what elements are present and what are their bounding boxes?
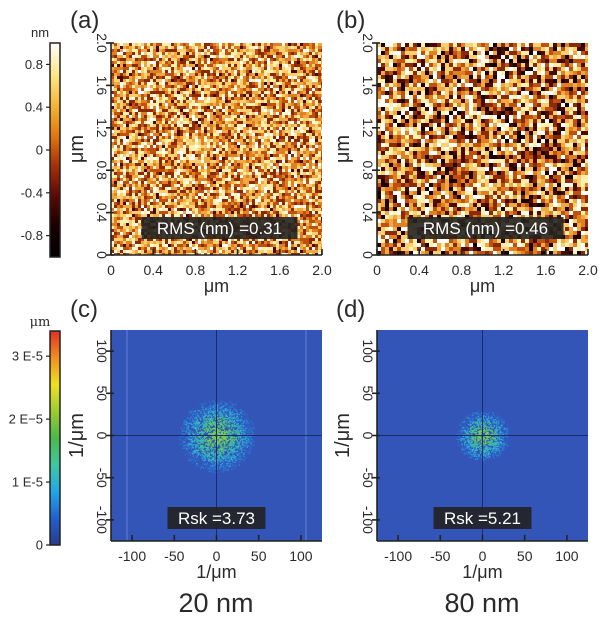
annotation-text: Rsk =3.73 (178, 509, 255, 528)
x-tick-label: 0 (479, 548, 487, 564)
x-tick-label: 2.0 (312, 262, 332, 278)
colorbar-power-bar (49, 330, 61, 546)
annotation-text: RMS (nm) =0.31 (157, 219, 282, 238)
y-tick-label: 0.4 (94, 203, 110, 223)
y-tick-label: -50 (360, 468, 376, 488)
x-tick-label: -100 (118, 548, 146, 564)
panel-a: (a) 0 0.4 0.8 1.2 1.6 2.0 0 0.4 0.8 1.2 1.6 2.0 μm μm R… (66, 7, 332, 296)
annotation-box (433, 507, 532, 529)
y-axis-label: μm (332, 135, 354, 163)
panel-b: (b) 0 0.4 0.8 1.2 1.6 2.0 0 0.4 0.8 1.2 1.6 2.0 μm μm R… (332, 7, 598, 296)
x-axis-label: μm (204, 276, 229, 296)
panel-image (377, 330, 588, 541)
x-tick-label: 1.2 (494, 262, 514, 278)
colorbar-tick-label: 2 E−5 (9, 412, 43, 427)
y-tick-label: -100 (360, 506, 376, 534)
y-tick-label: 0 (360, 432, 376, 440)
colorbar-tick-label: 0.4 (25, 100, 43, 115)
x-tick-label: 1.6 (270, 262, 290, 278)
panel-d: (d) -100 -50 0 50 100 -100 -50 0 50 100 1/μm 1/μm Rsk… (332, 296, 588, 582)
y-tick-label: 100 (360, 339, 376, 363)
x-tick-label: 2.0 (578, 262, 598, 278)
colorbar-height-unit: nm (31, 25, 49, 40)
x-axis-label: 1/μm (196, 562, 236, 582)
y-tick-label: 2.0 (94, 33, 110, 53)
x-tick-label: 0 (213, 548, 221, 564)
y-tick-label: 0 (94, 251, 110, 259)
y-tick-label: 0.4 (360, 203, 376, 223)
x-tick-label: 100 (289, 548, 313, 564)
x-tick-label: 0.4 (143, 262, 163, 278)
x-tick-label: 1.2 (228, 262, 248, 278)
y-tick-label: 0.8 (94, 160, 110, 180)
x-tick-label: 50 (517, 548, 533, 564)
y-axis-label: 1/μm (332, 413, 354, 458)
x-tick-label: -100 (384, 548, 412, 564)
x-tick-label: 1.6 (536, 262, 556, 278)
y-tick-label: 1.2 (94, 118, 110, 138)
annotation-box (407, 217, 564, 239)
y-tick-label: 2.0 (360, 33, 376, 53)
x-tick-label: 0.8 (452, 262, 472, 278)
panel-label: (a) (70, 7, 99, 34)
colorbar-tick-label: 0.8 (25, 57, 43, 72)
panel-image (111, 330, 322, 541)
y-tick-label: 1.6 (360, 76, 376, 96)
colorbar-tick-label: -0.8 (21, 228, 43, 243)
y-tick-label: -100 (94, 506, 110, 534)
y-tick-label: 0.8 (360, 160, 376, 180)
y-tick-label: -50 (94, 468, 110, 488)
x-axis-label: 1/μm (462, 562, 502, 582)
x-tick-label: 0 (373, 262, 381, 278)
colorbar-tick-label: 0 (36, 538, 43, 553)
y-tick-label: 1.2 (360, 118, 376, 138)
x-tick-label: 0.4 (409, 262, 429, 278)
colorbar-power-unit: μm (30, 315, 51, 330)
colorbar-tick-label: 0 (36, 143, 43, 158)
caption-80nm: 80 nm (444, 588, 519, 618)
x-tick-label: -50 (164, 548, 184, 564)
colorbar-height: nm 0.8 0.4 0 -0.4 -0.8 (21, 25, 61, 258)
annotation-text: Rsk =5.21 (444, 509, 521, 528)
x-tick-label: 0.8 (186, 262, 206, 278)
panel-label: (d) (336, 296, 365, 323)
x-tick-label: 0 (107, 262, 115, 278)
y-tick-label: 0 (94, 432, 110, 440)
x-tick-label: 50 (251, 548, 267, 564)
y-tick-label: 100 (94, 339, 110, 363)
colorbar-tick-label: 1 E-5 (12, 475, 43, 490)
annotation-text: RMS (nm) =0.46 (423, 219, 548, 238)
colorbar-power: μm 3 E-5 2 E−5 1 E-5 0 (9, 315, 61, 553)
colorbar-height-bar (49, 42, 61, 258)
y-tick-label: 0 (360, 251, 376, 259)
x-axis-label: μm (470, 276, 495, 296)
x-tick-label: -50 (430, 548, 450, 564)
y-axis-label: μm (66, 135, 88, 163)
annotation-box (141, 217, 298, 239)
y-tick-label: 1.6 (94, 76, 110, 96)
y-tick-label: 50 (94, 386, 110, 402)
colorbar-tick-label: 3 E-5 (12, 349, 43, 364)
y-tick-label: 50 (360, 386, 376, 402)
caption-20nm: 20 nm (178, 588, 253, 618)
x-tick-label: 100 (555, 548, 579, 564)
colorbar-tick-label: -0.4 (21, 185, 43, 200)
y-axis-label: 1/μm (66, 413, 88, 458)
panel-label: (c) (70, 296, 98, 323)
annotation-box (167, 507, 266, 529)
panel-c: (c) -100 -50 0 50 100 -100 -50 0 50 100 1/μm 1/μm Rsk… (66, 296, 322, 582)
panel-label: (b) (336, 7, 365, 34)
